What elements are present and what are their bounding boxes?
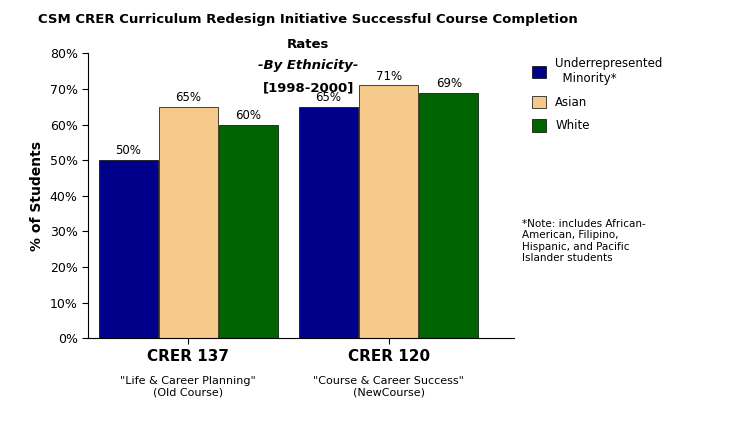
Bar (159, 107, 218, 338)
Text: 50%: 50% (115, 144, 141, 158)
Text: 65%: 65% (175, 91, 201, 104)
Legend: Underrepresented
  Minority*, Asian, White: Underrepresented Minority*, Asian, White (528, 53, 666, 136)
Text: -By Ethnicity-: -By Ethnicity- (258, 59, 358, 72)
Text: 71%: 71% (376, 69, 401, 83)
Text: *Note: includes African-
American, Filipino,
Hispanic, and Pacific
Islander stud: *Note: includes African- American, Filip… (523, 218, 646, 263)
Text: [1998-2000]: [1998-2000] (263, 81, 354, 94)
Bar (419, 93, 478, 338)
Text: CSM CRER Curriculum Redesign Initiative Successful Course Completion: CSM CRER Curriculum Redesign Initiative … (38, 13, 578, 26)
Bar (359, 85, 418, 338)
Text: 69%: 69% (435, 77, 462, 90)
Text: "Life & Career Planning"
(Old Course): "Life & Career Planning" (Old Course) (120, 376, 256, 397)
Text: 65%: 65% (316, 91, 341, 104)
Text: 60%: 60% (236, 109, 261, 122)
Bar (98, 160, 158, 338)
Y-axis label: % of Students: % of Students (30, 141, 44, 251)
Bar (299, 107, 358, 338)
Bar (219, 125, 277, 338)
Text: "Course & Career Success"
(NewCourse): "Course & Career Success" (NewCourse) (313, 376, 464, 397)
Text: Rates: Rates (287, 38, 330, 51)
